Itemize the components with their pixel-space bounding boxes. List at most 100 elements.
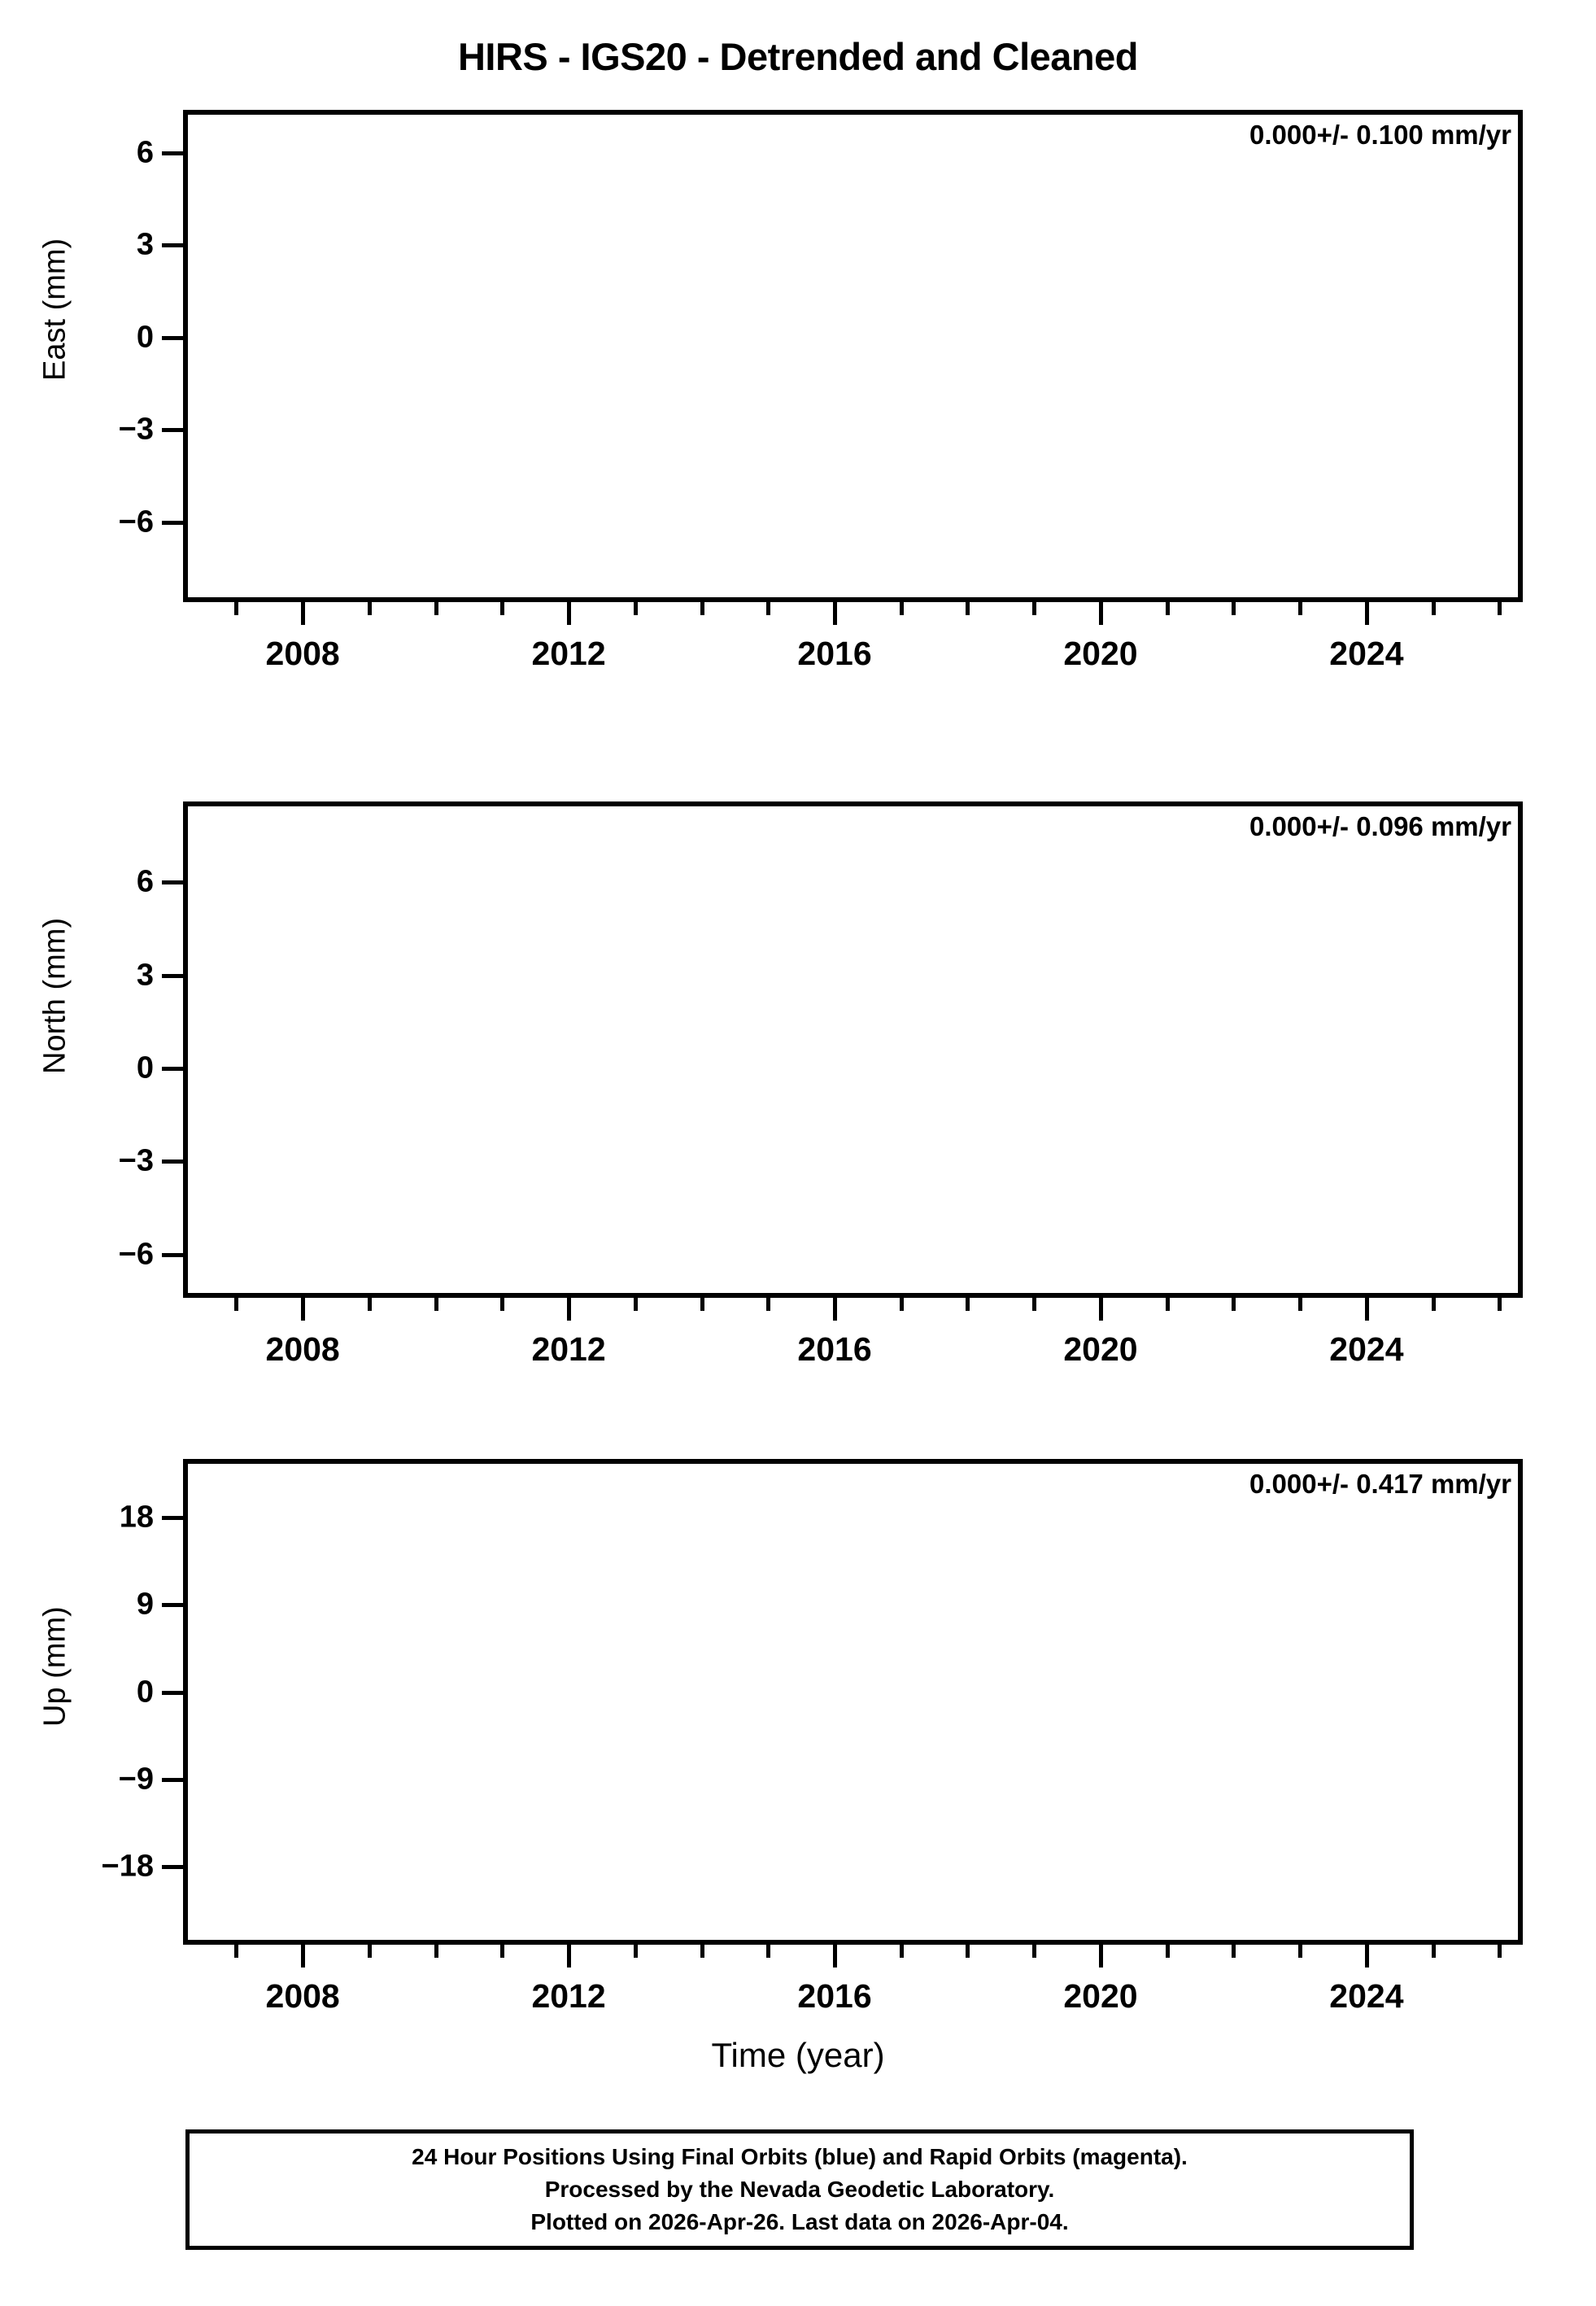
x-tick-east-2022 [1232, 602, 1236, 615]
x-tick-north-2024 [1364, 1298, 1369, 1321]
x-tick-up-2025 [1431, 1945, 1436, 1958]
y-tick-up-2 [162, 1690, 183, 1695]
x-tick-east-2007 [234, 602, 239, 615]
y-tick-north-1 [162, 973, 183, 978]
y-tick-label-north-4: −6 [118, 1237, 154, 1272]
y-tick-label-east-1: 3 [136, 227, 154, 262]
x-tick-north-2015 [766, 1298, 771, 1311]
x-tick-up-2018 [966, 1945, 970, 1958]
x-tick-up-2020 [1098, 1945, 1103, 1968]
x-tick-label-up-2016: 2016 [797, 1977, 872, 2015]
x-tick-east-2016 [833, 602, 838, 625]
x-tick-north-2018 [966, 1298, 970, 1311]
panel-up: 0.000+/- 0.417 mm/yr [183, 1459, 1523, 1945]
x-tick-label-up-2008: 2008 [265, 1977, 340, 2015]
x-tick-east-2023 [1298, 602, 1303, 615]
x-tick-north-2023 [1298, 1298, 1303, 1311]
y-tick-label-up-4: −18 [101, 1849, 154, 1884]
y-tick-label-north-0: 6 [136, 864, 154, 899]
y-tick-label-east-0: 6 [136, 135, 154, 170]
x-tick-north-2013 [633, 1298, 638, 1311]
x-tick-label-up-2024: 2024 [1329, 1977, 1404, 2015]
x-tick-north-2007 [234, 1298, 239, 1311]
x-tick-up-2016 [833, 1945, 838, 1968]
x-tick-north-2017 [899, 1298, 904, 1311]
y-tick-up-1 [162, 1603, 183, 1608]
x-tick-label-east-2020: 2020 [1063, 635, 1138, 672]
x-tick-east-2015 [766, 602, 771, 615]
x-tick-up-2019 [1032, 1945, 1037, 1958]
x-tick-up-2009 [367, 1945, 372, 1958]
x-tick-north-2021 [1165, 1298, 1170, 1311]
x-tick-north-2025 [1431, 1298, 1436, 1311]
x-tick-up-2023 [1298, 1945, 1303, 1958]
x-tick-east-2025 [1431, 602, 1436, 615]
x-tick-up-2010 [434, 1945, 438, 1958]
x-tick-label-east-2016: 2016 [797, 635, 872, 672]
y-tick-label-up-2: 0 [136, 1675, 154, 1710]
x-tick-up-2014 [700, 1945, 704, 1958]
x-tick-east-2018 [966, 602, 970, 615]
x-tick-up-2017 [899, 1945, 904, 1958]
x-tick-east-2010 [434, 602, 438, 615]
x-tick-east-2008 [301, 602, 306, 625]
y-tick-east-1 [162, 243, 183, 248]
x-tick-east-2026 [1498, 602, 1502, 615]
x-tick-north-2014 [700, 1298, 704, 1311]
x-tick-north-2011 [500, 1298, 505, 1311]
x-tick-up-2015 [766, 1945, 771, 1958]
x-tick-label-up-2012: 2012 [531, 1977, 606, 2015]
x-tick-up-2021 [1165, 1945, 1170, 1958]
y-tick-label-east-3: −3 [118, 412, 154, 447]
x-tick-label-up-2020: 2020 [1063, 1977, 1138, 2015]
y-tick-north-3 [162, 1160, 183, 1164]
x-tick-north-2020 [1098, 1298, 1103, 1321]
x-tick-label-north-2008: 2008 [265, 1330, 340, 1368]
y-tick-label-up-0: 18 [119, 1500, 154, 1535]
x-tick-north-2010 [434, 1298, 438, 1311]
panel-up-frame [183, 1459, 1523, 1945]
y-tick-up-0 [162, 1515, 183, 1520]
x-tick-up-2011 [500, 1945, 505, 1958]
east-rate-annotation: 0.000+/- 0.100 mm/yr [1249, 120, 1511, 150]
panel-east-frame [183, 110, 1523, 602]
x-tick-east-2014 [700, 602, 704, 615]
x-tick-east-2019 [1032, 602, 1037, 615]
x-tick-up-2012 [567, 1945, 572, 1968]
x-tick-east-2017 [899, 602, 904, 615]
caption-line-3: Plotted on 2026-Apr-26. Last data on 202… [530, 2208, 1069, 2234]
north-rate-annotation: 0.000+/- 0.096 mm/yr [1249, 811, 1511, 841]
x-tick-up-2008 [301, 1945, 306, 1968]
panel-east: 0.000+/- 0.100 mm/yr [183, 110, 1523, 602]
y-tick-label-east-2: 0 [136, 320, 154, 355]
x-tick-east-2021 [1165, 602, 1170, 615]
y-tick-north-0 [162, 880, 183, 885]
x-tick-label-north-2024: 2024 [1329, 1330, 1404, 1368]
x-tick-up-2007 [234, 1945, 239, 1958]
page-title: HIRS - IGS20 - Detrended and Cleaned [457, 35, 1139, 78]
y-tick-label-north-3: −3 [118, 1143, 154, 1178]
x-tick-label-east-2024: 2024 [1329, 635, 1404, 672]
x-tick-label-north-2020: 2020 [1063, 1330, 1138, 1368]
y-tick-up-4 [162, 1865, 183, 1870]
y-tick-east-2 [162, 335, 183, 340]
x-tick-label-north-2012: 2012 [531, 1330, 606, 1368]
x-tick-north-2008 [301, 1298, 306, 1321]
x-tick-north-2026 [1498, 1298, 1502, 1311]
y-tick-label-up-3: −9 [118, 1762, 154, 1797]
y-tick-label-north-2: 0 [136, 1050, 154, 1085]
x-tick-north-2022 [1232, 1298, 1236, 1311]
x-tick-up-2024 [1364, 1945, 1369, 1968]
up-rate-annotation: 0.000+/- 0.417 mm/yr [1249, 1469, 1511, 1499]
x-tick-label-east-2012: 2012 [531, 635, 606, 672]
y-tick-east-3 [162, 428, 183, 433]
x-tick-up-2026 [1498, 1945, 1502, 1958]
y-tick-label-north-1: 3 [136, 958, 154, 992]
panel-north-frame [183, 801, 1523, 1298]
x-tick-east-2011 [500, 602, 505, 615]
x-tick-label-north-2016: 2016 [797, 1330, 872, 1368]
caption-line-1: 24 Hour Positions Using Final Orbits (bl… [412, 2144, 1188, 2170]
x-tick-north-2019 [1032, 1298, 1037, 1311]
y-tick-label-up-1: 9 [136, 1587, 154, 1622]
